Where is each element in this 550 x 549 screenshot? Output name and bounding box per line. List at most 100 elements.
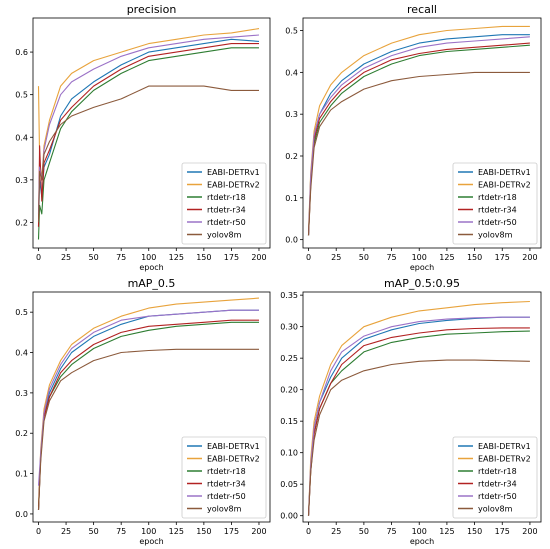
x-tick-label: 50	[359, 253, 369, 262]
legend-label: yolov8m	[478, 505, 513, 514]
series-line-yolov8m	[37, 348, 259, 510]
x-tick-label: 200	[251, 527, 266, 536]
y-tick-label: 0.5	[15, 308, 28, 317]
legend-label: EABI-DETRv2	[478, 455, 531, 464]
y-tick-label: 0.4	[15, 133, 28, 142]
legend-label: yolov8m	[478, 231, 513, 240]
x-tick-label: 150	[196, 253, 211, 262]
x-tick-label: 0	[306, 527, 311, 536]
x-tick-label: 75	[116, 253, 126, 262]
series-line-eabi-detrv2	[307, 25, 530, 232]
x-tick-label: 50	[359, 527, 369, 536]
y-tick-label: 0.2	[15, 218, 28, 227]
x-tick-label: 75	[386, 527, 396, 536]
y-tick-label: 0.4	[285, 68, 298, 77]
series-line-eabi-detrv2	[307, 300, 530, 516]
x-tick-label: 100	[141, 253, 156, 262]
y-tick-label: 0.10	[280, 449, 298, 458]
chart-panel-3: mAP_0.5 0 25 50 75 100 125 150 175 200 0.0 0.1 0.2 0.…	[15, 277, 271, 546]
chart-title: recall	[407, 3, 437, 16]
legend-label: rtdetr-r50	[207, 218, 246, 227]
y-tick-label: 0.6	[15, 48, 28, 57]
legend: EABI-DETRv1 EABI-DETRv2 rtdetr-r18 rtdetr-r…	[452, 162, 538, 245]
series-line-rtdetr-r34	[37, 43, 259, 227]
y-tick-label: 0.1	[15, 470, 28, 479]
x-tick-label: 125	[439, 527, 454, 536]
series-line-rtdetr-r50	[307, 316, 530, 516]
x-tick-label: 175	[495, 253, 510, 262]
x-tick-label: 175	[224, 253, 239, 262]
y-tick-label: 0.2	[285, 152, 298, 161]
x-tick-label: 25	[331, 527, 341, 536]
series-line-yolov8m	[37, 85, 259, 223]
legend-label: rtdetr-r18	[207, 467, 246, 476]
legend-label: rtdetr-r34	[478, 206, 517, 215]
x-axis-label: epoch	[139, 263, 163, 272]
x-tick-label: 150	[467, 527, 482, 536]
y-tick-label: 0.4	[15, 349, 28, 358]
legend-label: rtdetr-r34	[207, 480, 246, 489]
y-tick-label: 0.35	[280, 291, 298, 300]
x-axis-label: epoch	[139, 537, 163, 546]
y-tick-label: 0.0	[15, 510, 28, 519]
series-line-rtdetr-r34	[307, 327, 530, 516]
legend-label: rtdetr-r18	[207, 193, 246, 202]
legend-label: rtdetr-r18	[478, 193, 517, 202]
series-line-yolov8m	[307, 359, 530, 516]
x-tick-label: 75	[116, 527, 126, 536]
legend-label: EABI-DETRv1	[478, 168, 531, 177]
chart-panel-2: recall 0 25 50 75 100 125 150 175 200 0.0 0.1 0.2 0.3…	[285, 3, 542, 272]
series-line-eabi-detrv2	[37, 297, 260, 506]
y-tick-label: 0.0	[285, 236, 298, 245]
plot-frame	[302, 17, 542, 249]
legend-box	[181, 162, 267, 245]
chart-title: precision	[127, 3, 177, 16]
y-tick-label: 0.3	[15, 176, 28, 185]
legend-box	[181, 436, 267, 519]
legend-label: rtdetr-r50	[478, 218, 517, 227]
legend-label: rtdetr-r18	[478, 467, 517, 476]
y-tick-label: 0.15	[280, 417, 298, 426]
y-tick-label: 0.1	[285, 194, 298, 203]
legend-label: rtdetr-r50	[207, 492, 246, 501]
x-tick-label: 25	[331, 253, 341, 262]
x-tick-label: 150	[467, 253, 482, 262]
legend: EABI-DETRv1 EABI-DETRv2 rtdetr-r18 rtdetr-r…	[452, 436, 538, 519]
legend-label: yolov8m	[207, 231, 242, 240]
x-tick-label: 50	[89, 253, 99, 262]
legend-label: EABI-DETRv1	[207, 442, 260, 451]
legend-label: rtdetr-r34	[207, 206, 246, 215]
y-tick-label: 0.30	[280, 323, 298, 332]
series-line-eabi-detrv2	[37, 28, 260, 181]
plot-frame	[32, 291, 271, 523]
legend-label: rtdetr-r34	[478, 480, 517, 489]
x-axis-label: epoch	[410, 537, 434, 546]
series-line-rtdetr-r50	[307, 36, 530, 236]
chart-panel-1: precision 0 25 50 75 100 125 150 175 200 0.2 0.3 0.4…	[15, 3, 271, 272]
legend-label: EABI-DETRv1	[207, 168, 260, 177]
legend-label: EABI-DETRv2	[207, 455, 260, 464]
y-tick-label: 0.3	[15, 389, 28, 398]
y-tick-label: 0.2	[15, 429, 28, 438]
plot-frame	[302, 291, 542, 523]
y-tick-label: 0.5	[15, 91, 28, 100]
legend: EABI-DETRv1 EABI-DETRv2 rtdetr-r18 rtdetr-r…	[181, 436, 267, 519]
y-tick-label: 0.20	[280, 386, 298, 395]
x-tick-label: 200	[522, 527, 537, 536]
x-tick-label: 25	[61, 527, 71, 536]
series-line-rtdetr-r18	[37, 47, 259, 240]
legend-box	[452, 436, 538, 519]
x-tick-label: 175	[224, 527, 239, 536]
legend-label: yolov8m	[207, 505, 242, 514]
x-tick-label: 125	[169, 527, 184, 536]
x-tick-label: 125	[439, 253, 454, 262]
x-tick-label: 25	[61, 253, 71, 262]
y-tick-label: 0.5	[285, 27, 298, 36]
x-tick-label: 200	[522, 253, 537, 262]
x-axis-label: epoch	[410, 263, 434, 272]
x-tick-label: 75	[386, 253, 396, 262]
chart-title: mAP_0.5:0.95	[384, 277, 460, 290]
x-tick-label: 0	[306, 253, 311, 262]
y-tick-label: 0.00	[280, 512, 298, 521]
